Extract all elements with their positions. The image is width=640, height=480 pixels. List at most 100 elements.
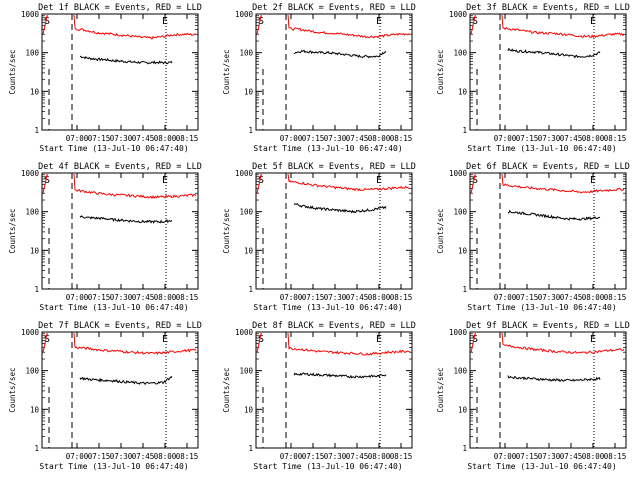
y-tick-label: 10: [244, 246, 254, 255]
x-tick-label: 08:00: [368, 293, 391, 302]
marker-E-label: E: [162, 175, 168, 186]
x-tick-label: 08:00: [368, 452, 391, 461]
x-tick-label: 08:15: [390, 452, 413, 461]
events-series-line: [293, 49, 387, 59]
x-tick-label: 07:00: [280, 134, 303, 143]
y-axis-label: Counts/sec: [222, 49, 231, 94]
marker-S-label: S: [44, 334, 50, 345]
x-tick-label: 07:30: [538, 134, 561, 143]
y-tick-label: 100: [25, 49, 39, 58]
x-tick-label: 07:15: [516, 293, 539, 302]
x-axis-label: Start Time (13-Jul-10 06:47:40): [253, 462, 402, 471]
x-tick-label: 07:30: [110, 452, 133, 461]
panel-title: Det 8f BLACK = Events, RED = LLD: [252, 321, 416, 331]
lld-initial-ramp: [42, 333, 49, 353]
marker-E-label: E: [590, 16, 596, 27]
x-tick-label: 07:45: [346, 293, 369, 302]
plot-frame: [41, 172, 199, 290]
x-tick-label: 08:15: [176, 293, 199, 302]
lld-initial-ramp: [256, 333, 263, 353]
x-tick-label: 07:45: [132, 293, 155, 302]
events-series-line: [507, 375, 601, 382]
y-tick-label: 100: [453, 49, 467, 58]
lld-series-line: [74, 346, 197, 355]
lld-series-line: [74, 27, 197, 40]
x-tick-label: 07:00: [66, 293, 89, 302]
y-tick-label: 10: [458, 405, 468, 414]
panel-title: Det 7f BLACK = Events, RED = LLD: [38, 321, 202, 331]
y-tick-label: 1000: [449, 328, 468, 337]
panel-title: Det 4f BLACK = Events, RED = LLD: [38, 162, 202, 172]
x-tick-label: 07:15: [516, 452, 539, 461]
x-tick-label: 07:00: [494, 293, 517, 302]
x-tick-label: 07:30: [538, 293, 561, 302]
y-tick-label: 100: [239, 208, 253, 217]
y-tick-label: 10: [458, 246, 468, 255]
x-tick-label: 07:45: [132, 134, 155, 143]
x-tick-label: 07:45: [346, 134, 369, 143]
y-tick-label: 1000: [449, 169, 468, 178]
lld-initial-ramp: [256, 15, 263, 35]
x-axis-label: Start Time (13-Jul-10 06:47:40): [39, 303, 188, 312]
panel-title: Det 1f BLACK = Events, RED = LLD: [38, 3, 202, 13]
marker-E-label: E: [376, 16, 382, 27]
x-axis-label: Start Time (13-Jul-10 06:47:40): [467, 303, 616, 312]
lld-series-line: [502, 26, 625, 39]
y-tick-label: 1000: [21, 328, 40, 337]
x-axis-label: Start Time (13-Jul-10 06:47:40): [467, 144, 616, 153]
plot-frame: [255, 331, 413, 449]
lld-series-line: [502, 343, 625, 355]
y-tick-label: 10: [30, 246, 40, 255]
x-tick-label: 08:15: [176, 134, 199, 143]
lld-series-line: [502, 183, 625, 194]
x-tick-label: 07:15: [516, 134, 539, 143]
x-axis-label: Start Time (13-Jul-10 06:47:40): [39, 144, 188, 153]
x-tick-label: 07:00: [280, 293, 303, 302]
x-tick-label: 08:00: [154, 452, 177, 461]
marker-S-label: S: [44, 175, 50, 186]
x-tick-label: 08:00: [582, 452, 605, 461]
x-tick-label: 07:30: [110, 293, 133, 302]
y-tick-label: 1: [34, 126, 39, 135]
lld-restart-edge: [501, 332, 504, 345]
marker-E-label: E: [590, 175, 596, 186]
y-tick-label: 1: [462, 126, 467, 135]
y-tick-label: 10: [458, 87, 468, 96]
y-tick-label: 10: [30, 405, 40, 414]
x-tick-label: 07:30: [324, 293, 347, 302]
y-axis-label: Counts/sec: [436, 367, 445, 412]
y-axis-label: Counts/sec: [222, 367, 231, 412]
lld-series-line: [74, 189, 197, 200]
x-axis-label: Start Time (13-Jul-10 06:47:40): [467, 462, 616, 471]
x-axis-label: Start Time (13-Jul-10 06:47:40): [253, 144, 402, 153]
y-tick-label: 1000: [21, 169, 40, 178]
y-axis-label: Counts/sec: [8, 49, 17, 94]
lld-restart-edge: [73, 173, 76, 190]
plot-frame: [255, 172, 413, 290]
panel-title: Det 5f BLACK = Events, RED = LLD: [252, 162, 416, 172]
x-tick-label: 07:15: [302, 134, 325, 143]
x-tick-label: 07:15: [302, 293, 325, 302]
x-tick-label: 07:30: [538, 452, 561, 461]
y-tick-label: 1: [34, 285, 39, 294]
lld-initial-ramp: [470, 333, 477, 353]
x-tick-label: 07:45: [560, 293, 583, 302]
x-tick-label: 07:00: [280, 452, 303, 461]
marker-E-label: E: [376, 175, 382, 186]
lld-restart-edge: [287, 332, 290, 350]
y-tick-label: 1: [462, 285, 467, 294]
x-tick-label: 07:45: [346, 452, 369, 461]
x-tick-label: 07:00: [66, 452, 89, 461]
panel-det-1: Det 1f BLACK = Events, RED = LLD 1 10 100 10…: [8, 3, 202, 153]
plot-frame: [469, 331, 627, 449]
x-tick-label: 07:30: [324, 134, 347, 143]
marker-S-label: S: [472, 16, 478, 27]
x-tick-label: 07:00: [494, 134, 517, 143]
x-tick-label: 07:00: [66, 134, 89, 143]
x-tick-label: 08:00: [154, 134, 177, 143]
events-series-line: [79, 376, 173, 385]
x-tick-label: 08:15: [604, 293, 627, 302]
y-tick-label: 1000: [235, 10, 254, 19]
panel-det-5: Det 5f BLACK = Events, RED = LLD 1 10 100 10…: [222, 162, 416, 312]
